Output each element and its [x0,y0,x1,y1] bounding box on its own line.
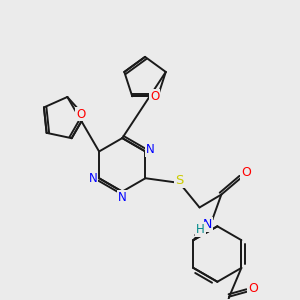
Text: N: N [203,218,212,231]
Text: O: O [150,90,160,103]
Text: O: O [241,166,251,179]
Text: N: N [89,172,98,185]
Text: S: S [176,174,184,187]
Text: O: O [76,107,85,121]
Text: H: H [196,223,205,236]
Text: N: N [146,143,155,156]
Text: N: N [118,191,127,204]
Text: O: O [248,282,258,295]
